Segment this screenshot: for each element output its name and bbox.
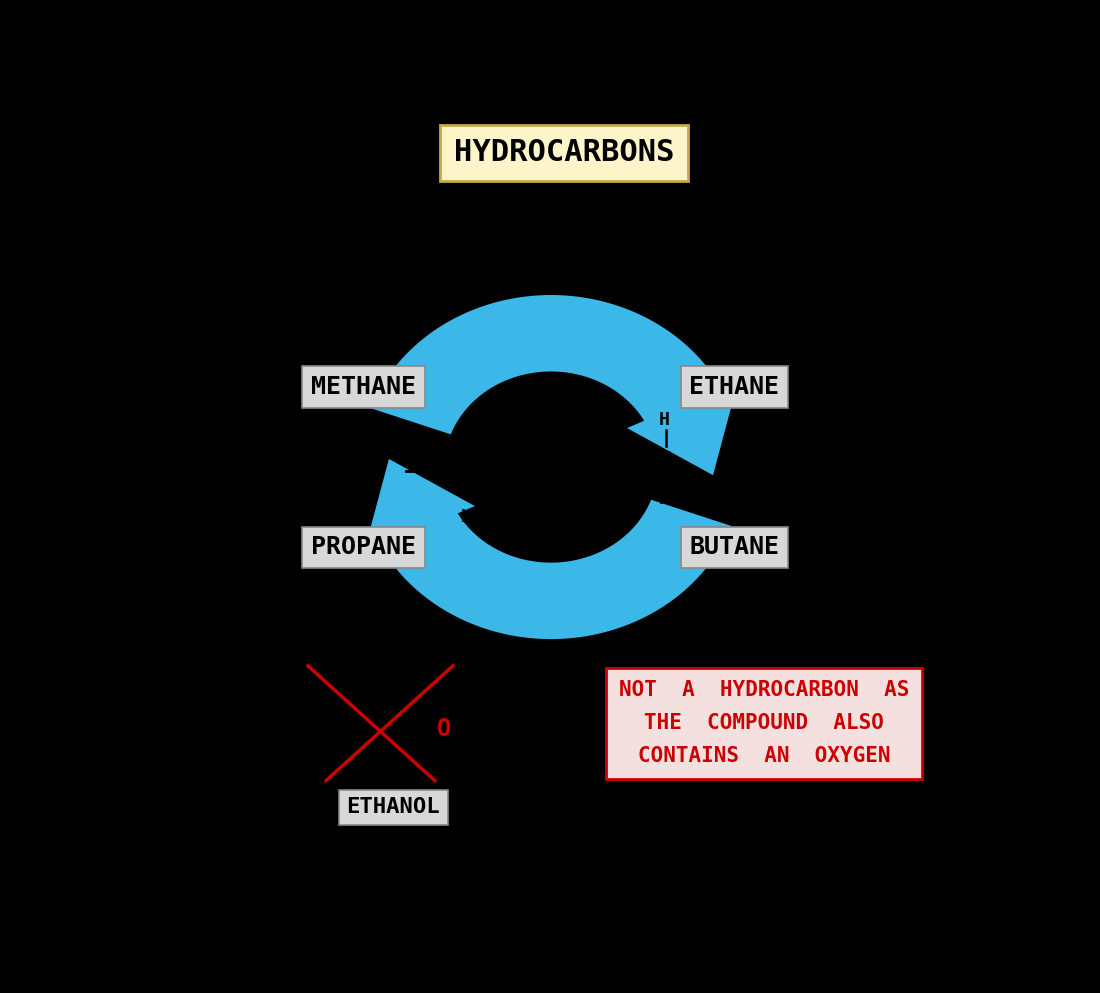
Text: NOT  A  HYDROCARBON  AS
THE  COMPOUND  ALSO
CONTAINS  AN  OXYGEN: NOT A HYDROCARBON AS THE COMPOUND ALSO C… <box>619 680 910 766</box>
Text: METHANE: METHANE <box>311 374 416 399</box>
Text: HYDROCARBONS: HYDROCARBONS <box>453 138 674 167</box>
Text: H: H <box>460 507 471 525</box>
Polygon shape <box>371 499 732 639</box>
Text: PROPANE: PROPANE <box>311 535 416 559</box>
Text: H: H <box>659 491 670 508</box>
Text: C: C <box>661 451 671 469</box>
Polygon shape <box>371 295 732 434</box>
Text: O: O <box>438 717 451 742</box>
Text: ETHANOL: ETHANOL <box>346 797 440 817</box>
Text: BUTANE: BUTANE <box>690 535 779 559</box>
Text: H: H <box>659 411 670 429</box>
Polygon shape <box>627 380 738 476</box>
Text: H: H <box>460 416 471 434</box>
Text: ETHANE: ETHANE <box>690 374 779 399</box>
Polygon shape <box>364 459 475 554</box>
